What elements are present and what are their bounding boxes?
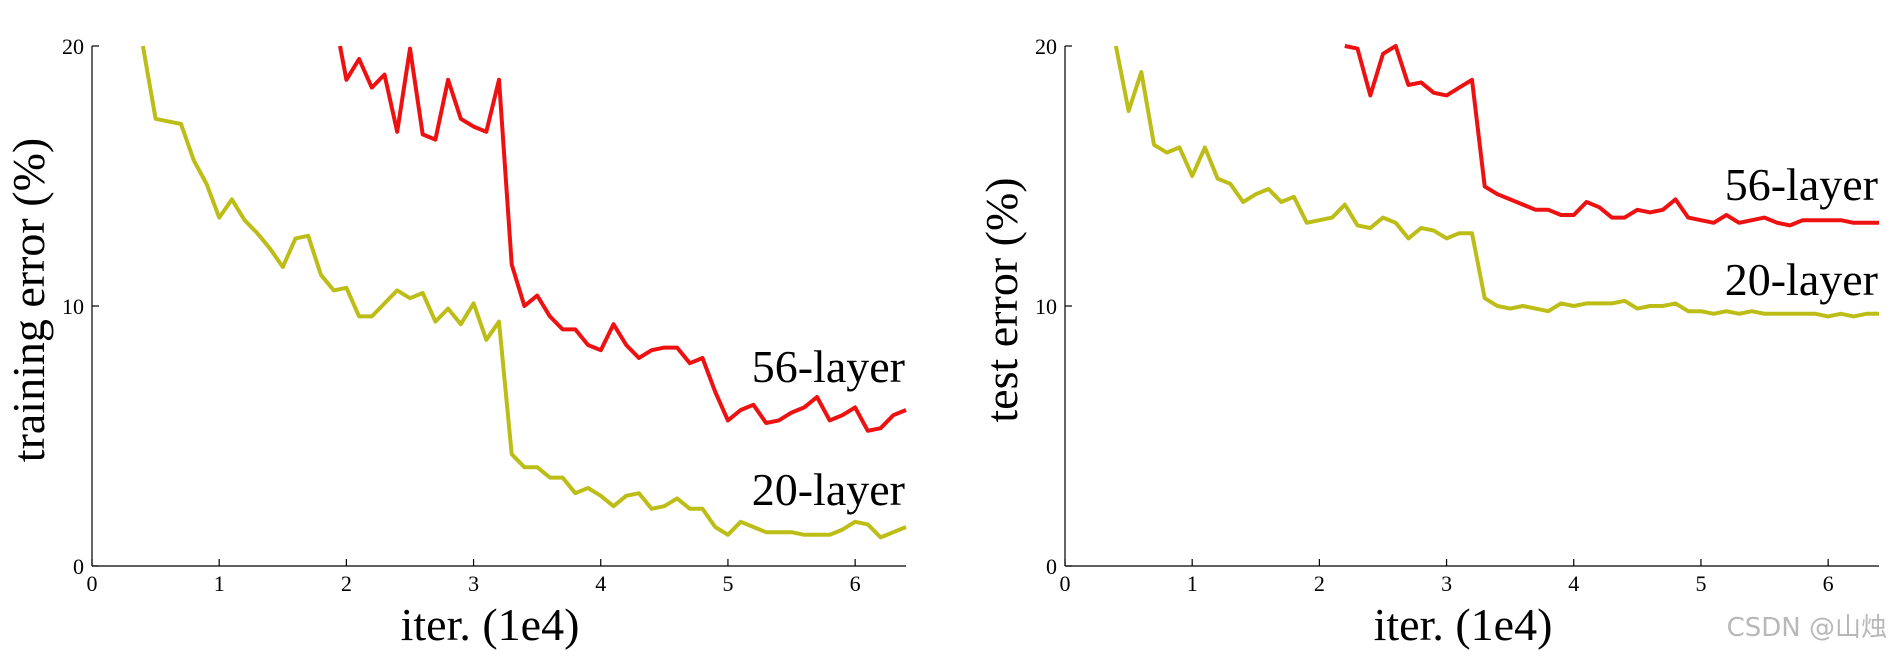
- test-x-tick-label: 4: [1568, 571, 1579, 596]
- training-x-axis-label: iter. (1e4): [401, 599, 580, 650]
- test-series: [1113, 44, 1879, 319]
- training-y-axis-label: training error (%): [3, 138, 54, 462]
- training-x-tick-label: 5: [722, 571, 733, 596]
- training-x-tick-label: 0: [87, 571, 98, 596]
- training-series: [140, 45, 907, 540]
- test-x-tick-label: 5: [1695, 571, 1706, 596]
- training-56-layer-label: 56-layer: [752, 341, 905, 392]
- training-series-20-layer: [140, 45, 907, 540]
- training-y-tick-label: 20: [62, 34, 84, 59]
- test-x-tick-label: 3: [1441, 571, 1452, 596]
- test-y-axis-label: test error (%): [976, 177, 1027, 422]
- watermark: CSDN @山烛: [1727, 613, 1887, 643]
- test-x-tick-label: 6: [1823, 571, 1834, 596]
- test-x-tick-label: 1: [1187, 571, 1198, 596]
- training-20-layer-label: 20-layer: [752, 464, 905, 515]
- training-x-tick-label: 4: [595, 571, 606, 596]
- test-y-tick-label: 10: [1035, 294, 1057, 319]
- test-56-layer-label: 56-layer: [1725, 159, 1878, 210]
- training-error-chart: 0 1 2 3 4 5 6 0 10 20 iter. (1e4) training error …: [3, 34, 907, 650]
- training-x-tick-label: 2: [341, 571, 352, 596]
- training-y-tick-label: 10: [62, 294, 84, 319]
- test-y-tick-label: 20: [1035, 34, 1057, 59]
- test-x-tick-label: 2: [1314, 571, 1325, 596]
- training-y-tick-label: 0: [73, 554, 84, 579]
- test-x-tick-label: 0: [1060, 571, 1071, 596]
- training-x-tick-label: 1: [214, 571, 225, 596]
- test-ticks: 0 1 2 3 4 5 6 0 10 20: [1035, 34, 1879, 596]
- training-x-tick-label: 3: [468, 571, 479, 596]
- test-series-20-layer: [1113, 45, 1879, 319]
- training-series-56-layer: [338, 45, 907, 433]
- training-x-tick-label: 6: [850, 571, 861, 596]
- test-y-tick-label: 0: [1046, 554, 1057, 579]
- training-ticks: 0 1 2 3 4 5 6 0 10 20: [62, 34, 906, 596]
- test-series-56-layer: [1344, 44, 1879, 228]
- test-20-layer-label: 20-layer: [1725, 254, 1878, 305]
- test-x-axis-label: iter. (1e4): [1374, 599, 1553, 650]
